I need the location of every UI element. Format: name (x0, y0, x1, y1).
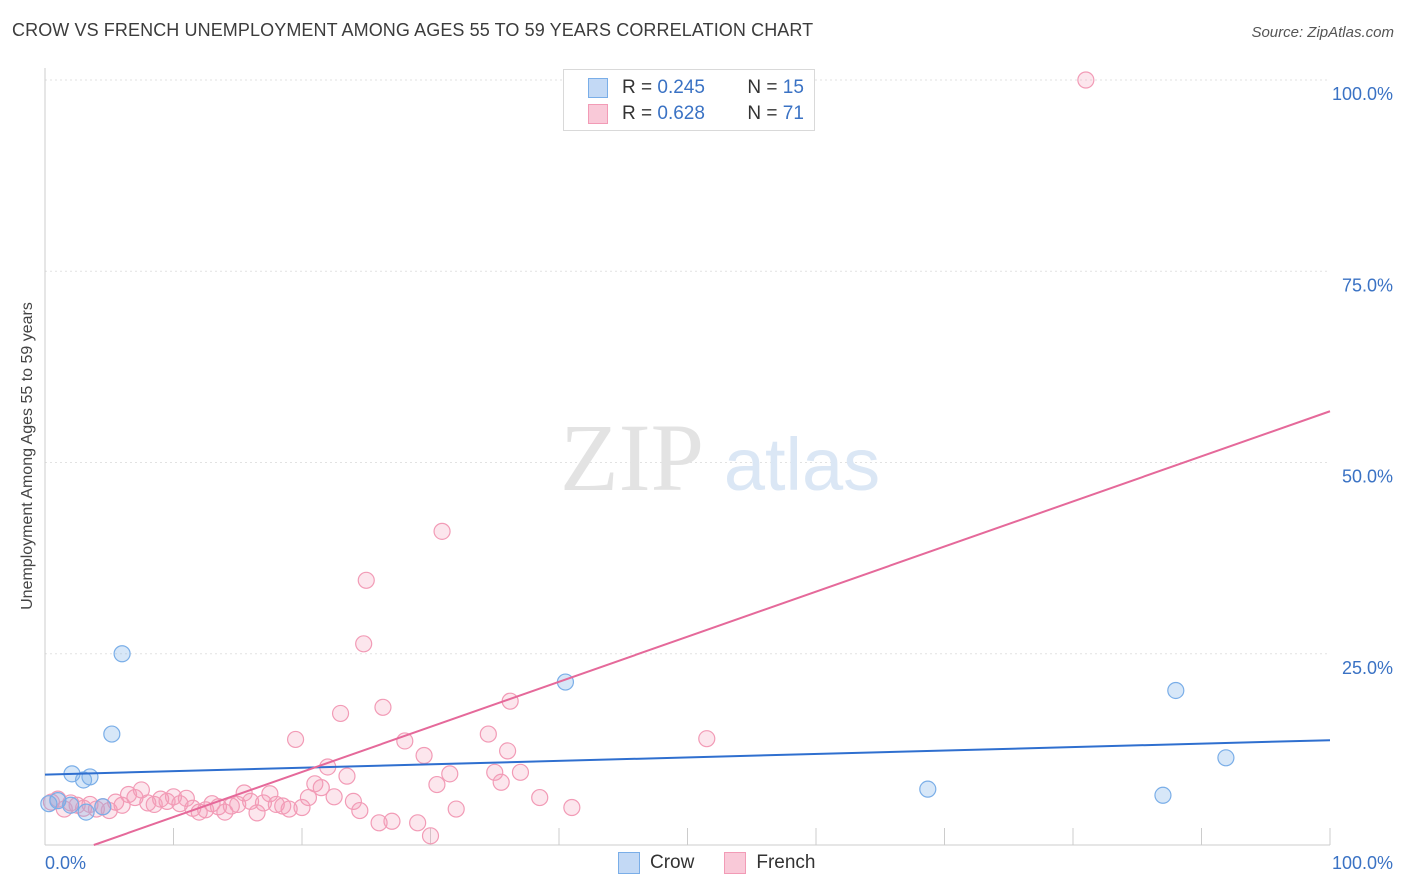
french-point (357, 571, 375, 589)
french-point (355, 635, 373, 653)
french-point (1077, 71, 1095, 89)
r-value: 0.245 (657, 77, 705, 98)
watermark: ZIP atlas (560, 404, 880, 511)
crow-point (94, 798, 112, 816)
french-point (331, 704, 350, 723)
legend-swatch-crow (618, 852, 640, 874)
crow-points (40, 645, 1235, 821)
french-point (383, 812, 401, 830)
french-point (374, 698, 392, 716)
french-point (254, 794, 273, 812)
french-point (499, 742, 517, 760)
legend-swatch-french (724, 852, 747, 874)
crow-point (40, 795, 58, 813)
french-point (164, 788, 183, 806)
series-legend: Crow French (618, 852, 845, 874)
n-value: 15 (782, 77, 804, 98)
french-point (299, 788, 318, 807)
gridlines (45, 79, 1330, 655)
crow-point (81, 768, 99, 786)
french-point (222, 797, 240, 815)
french-point (441, 765, 459, 783)
french-point (338, 767, 356, 785)
french-point (511, 763, 530, 781)
french-point (409, 814, 427, 832)
crow-point (1167, 681, 1185, 700)
crow-point (77, 803, 95, 821)
watermark-zip: ZIP (560, 404, 704, 511)
crow-point (49, 792, 67, 810)
y-tick-label: 50.0% (1342, 467, 1393, 487)
french-point (486, 763, 504, 781)
n-value: 71 (782, 103, 804, 124)
french-point (325, 788, 343, 806)
french-point (293, 798, 311, 817)
french-point (216, 803, 234, 821)
correlation-legend: R = 0.245 N = 15 R = 0.628 N = 71 (563, 69, 815, 131)
french-point (267, 795, 285, 814)
x-tick-label-min: 0.0% (45, 853, 86, 873)
legend-label-crow: Crow (650, 852, 695, 873)
y-tick-label: 100.0% (1332, 84, 1393, 104)
french-point (492, 773, 510, 791)
crow-point (919, 780, 937, 798)
french-point (351, 801, 369, 820)
french-point (563, 798, 581, 817)
watermark-atlas: atlas (724, 423, 880, 506)
french-point (698, 730, 716, 748)
crow-point (113, 645, 131, 663)
french-point (531, 788, 549, 807)
french-point (447, 800, 465, 818)
crow-point (103, 725, 121, 743)
legend-swatch-crow (588, 78, 608, 98)
french-point (197, 801, 215, 819)
crow-point (1217, 749, 1235, 767)
legend-row-french: R = 0.628 N = 71 (588, 102, 804, 126)
french-point (280, 800, 298, 818)
french-point (344, 792, 362, 810)
french-point (286, 730, 305, 749)
axes (44, 68, 1331, 846)
r-value: 0.628 (657, 103, 705, 124)
y-axis-label: Unemployment Among Ages 55 to 59 years (19, 302, 36, 610)
french-point (248, 804, 266, 822)
french-point (177, 789, 195, 807)
crow-point (62, 796, 80, 814)
legend-row-crow: R = 0.245 N = 15 (588, 76, 804, 100)
french-point (261, 785, 279, 803)
crow-trend-line (44, 739, 1331, 776)
trend-lines (44, 410, 1331, 846)
crow-point (1154, 786, 1172, 804)
legend-swatch-french (588, 104, 608, 124)
french-point (479, 725, 497, 743)
n-label: N = (747, 77, 778, 98)
x-tick-label-max: 100.0% (1332, 853, 1393, 873)
french-point (312, 779, 330, 797)
legend-item-french: French (724, 852, 815, 874)
french-point (428, 775, 446, 794)
french-point (433, 522, 451, 540)
tick-labels: 25.0% 50.0% 75.0% 100.0% 0.0% 100.0% (45, 84, 1393, 873)
r-label: R = (622, 103, 653, 124)
source-label: Source: ZipAtlas.com (1251, 24, 1394, 41)
legend-item-crow: Crow (618, 852, 694, 874)
r-label: R = (622, 77, 653, 98)
legend-label-french: French (756, 852, 816, 873)
n-label: N = (747, 103, 778, 124)
french-point (421, 827, 440, 845)
french-point (415, 746, 433, 765)
y-tick-label: 75.0% (1342, 275, 1393, 295)
chart-title: CROW VS FRENCH UNEMPLOYMENT AMONG AGES 5… (12, 20, 814, 40)
french-point (113, 796, 131, 814)
french-trend-line (93, 410, 1331, 846)
french-point (370, 814, 388, 832)
y-tick-label: 25.0% (1342, 658, 1393, 678)
french-point (139, 794, 157, 812)
